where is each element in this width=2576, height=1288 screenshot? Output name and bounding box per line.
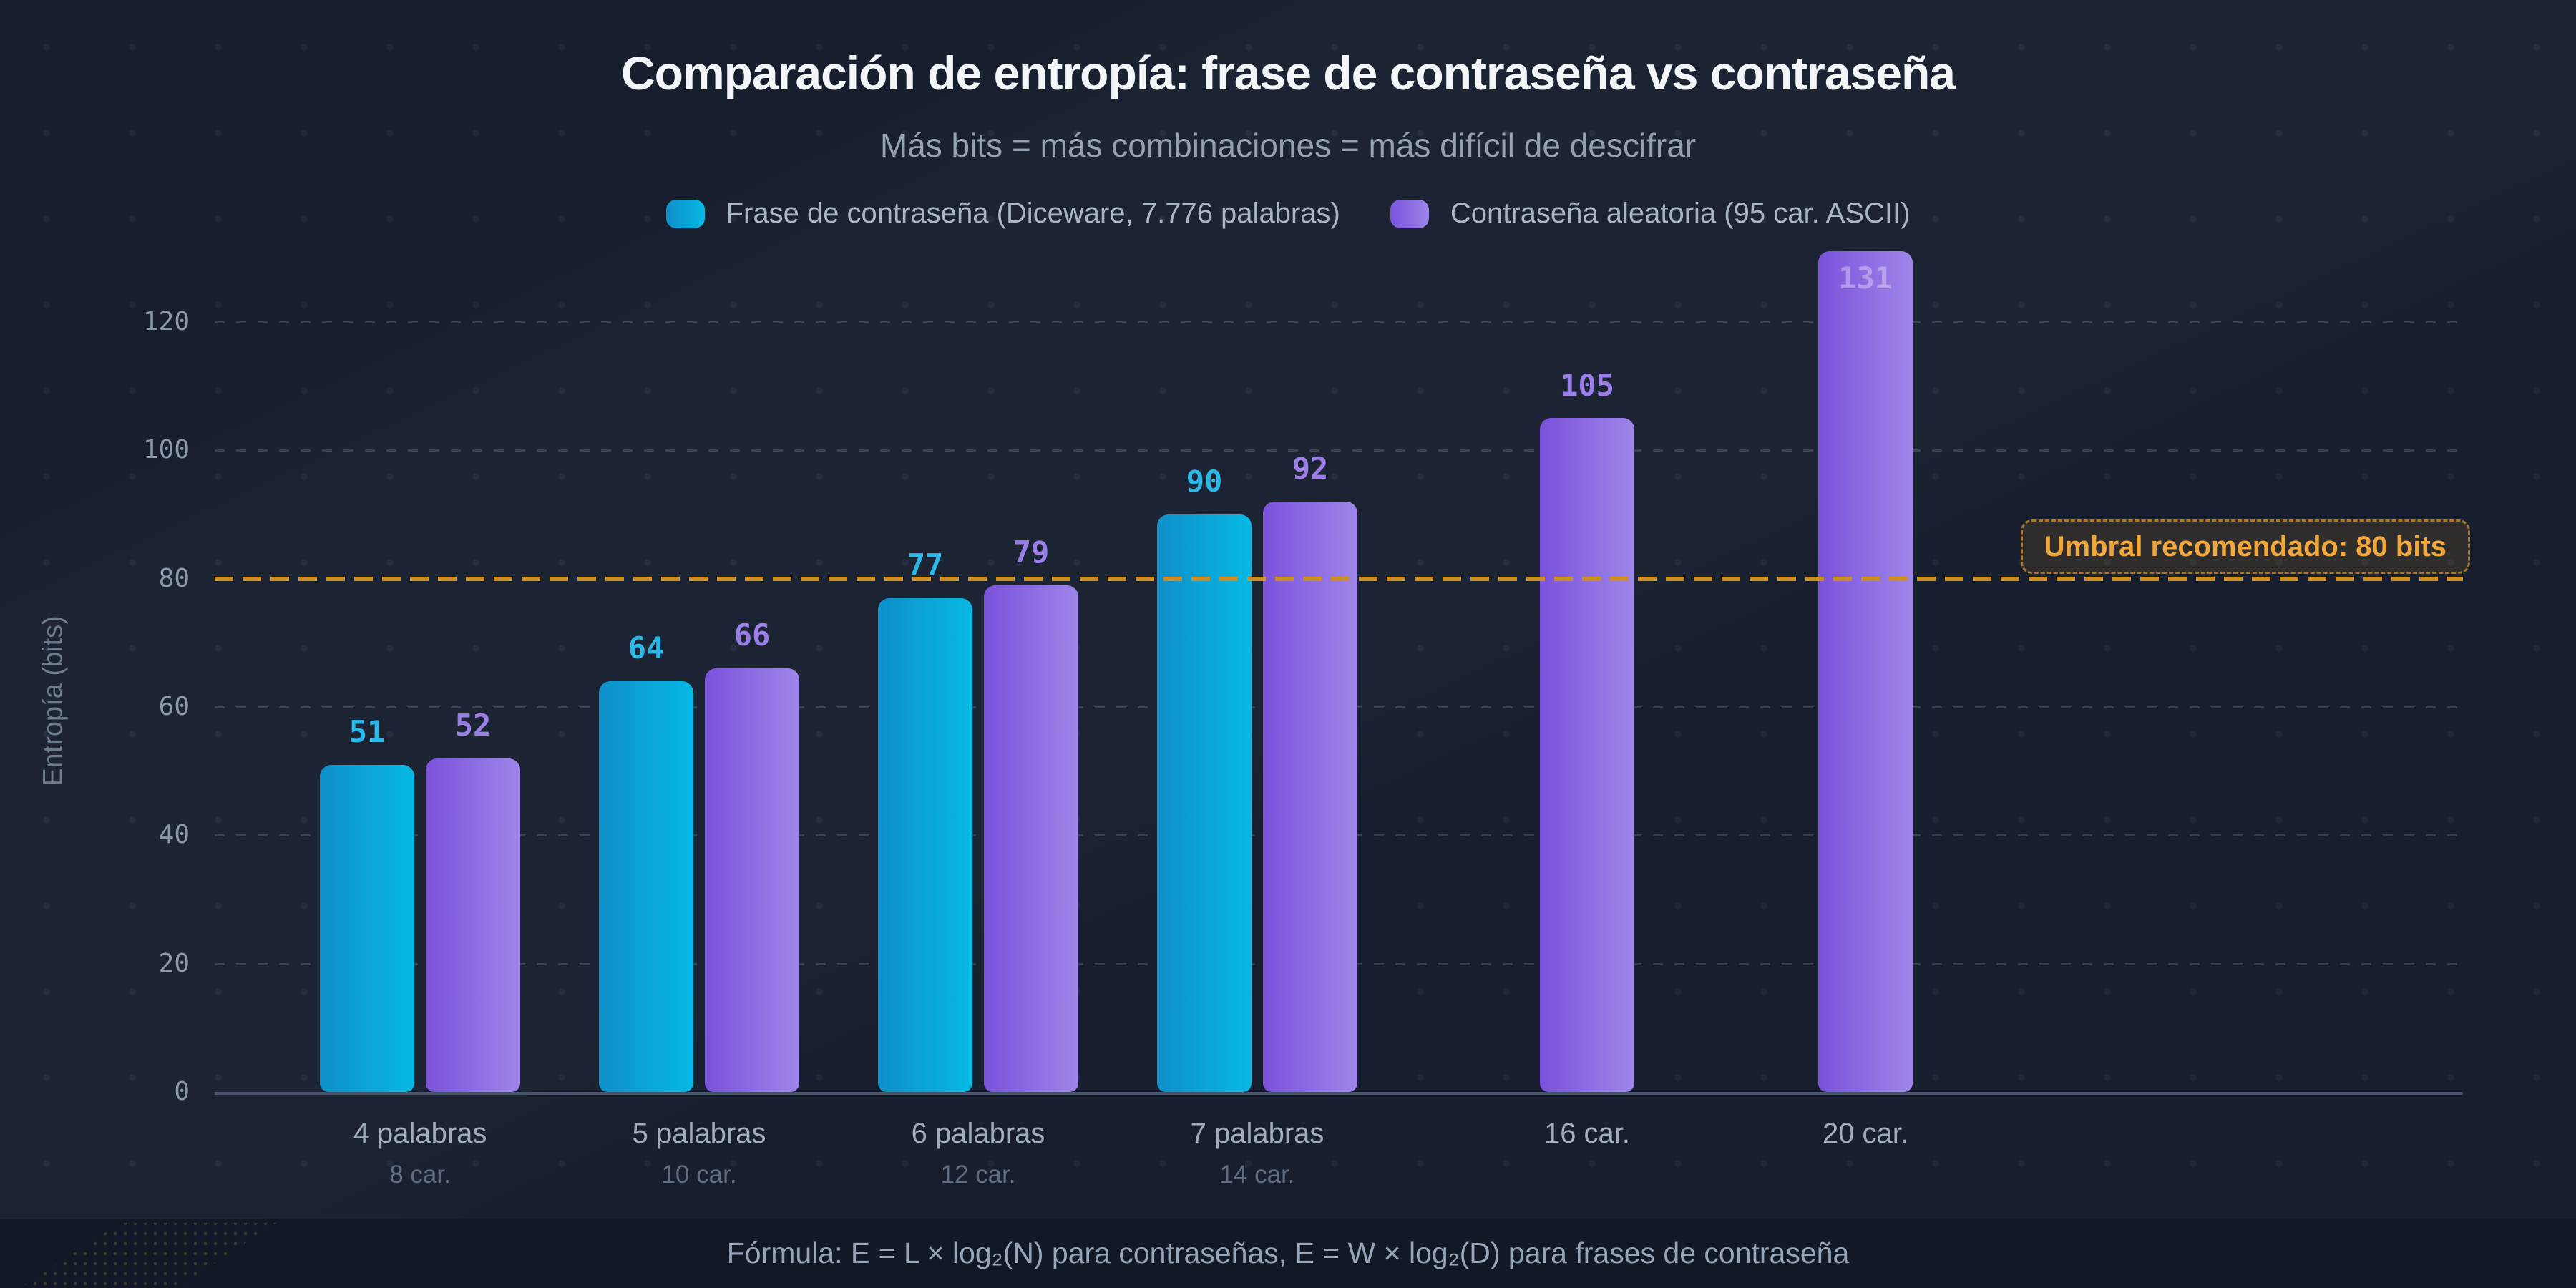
legend-swatch-passphrase-icon: [665, 199, 705, 228]
y-tick-label-40: 40: [158, 820, 190, 850]
bar-password-5: [1540, 418, 1634, 1092]
x-label-line2: 8 car.: [389, 1161, 451, 1189]
bar-value-label-passphrase-3: 77: [907, 547, 944, 582]
chart-title: Comparación de entropía: frase de contra…: [621, 47, 1956, 99]
x-category-label-4: 7 palabras 14 car.: [1078, 1116, 1436, 1191]
threshold-label: Umbral recomendado: 80 bits: [2020, 519, 2470, 574]
footer-formula: Fórmula: E = L × log₂(N) para contraseña…: [726, 1236, 1850, 1269]
bar-value-label-password-4: 92: [1292, 451, 1329, 487]
footer-band: Fórmula: E = L × log₂(N) para contraseña…: [0, 1219, 2576, 1288]
bar-password-4: [1263, 502, 1357, 1092]
x-label-line1: 4 palabras: [353, 1118, 487, 1149]
y-tick-label-20: 20: [158, 948, 190, 978]
y-tick-label-100: 100: [142, 435, 190, 465]
bar-passphrase-3: [878, 597, 972, 1092]
bar-value-label-password-2: 66: [733, 618, 771, 653]
bar-value-label-passphrase-4: 90: [1186, 464, 1223, 499]
x-category-label-2: 5 palabras 10 car.: [520, 1116, 878, 1191]
y-tick-label-0: 0: [174, 1077, 190, 1106]
x-category-label-1: 4 palabras 8 car.: [241, 1116, 599, 1191]
legend-label-passphrase: Frase de contraseña (Diceware, 7.776 pal…: [726, 197, 1340, 229]
x-label-line1: 6 palabras: [911, 1118, 1045, 1149]
x-label-line2: 12 car.: [940, 1161, 1016, 1189]
axis-baseline: [215, 1092, 2463, 1095]
y-tick-label-120: 120: [142, 306, 190, 336]
y-tick-label-60: 60: [158, 691, 190, 721]
legend-item-passphrase: Frase de contraseña (Diceware, 7.776 pal…: [665, 197, 1340, 230]
legend-swatch-password-icon: [1390, 199, 1429, 228]
x-label-line2: 10 car.: [661, 1161, 737, 1189]
bar-value-label-password-3: 79: [1013, 534, 1050, 570]
x-category-label-3: 6 palabras 12 car.: [799, 1116, 1157, 1191]
x-label-line1: 20 car.: [1822, 1118, 1909, 1149]
legend: Frase de contraseña (Diceware, 7.776 pal…: [0, 197, 2576, 230]
legend-label-password: Contraseña aleatoria (95 car. ASCII): [1450, 197, 1911, 229]
bar-password-6: [1818, 251, 1913, 1092]
chart-header: Comparación de entropía: frase de contra…: [0, 46, 2576, 230]
legend-item-password: Contraseña aleatoria (95 car. ASCII): [1390, 197, 1911, 230]
gridline-100: [215, 449, 2463, 452]
bar-password-1: [426, 758, 520, 1092]
x-category-label-5: 16 car.: [1408, 1116, 1766, 1151]
y-tick-label-80: 80: [158, 563, 190, 593]
bar-value-label-password-6: 131: [1838, 260, 1893, 296]
chart-subtitle: Más bits = más combinaciones = más difíc…: [879, 127, 1697, 164]
threshold-line: [215, 576, 2463, 581]
bar-value-label-passphrase-1: 51: [348, 713, 386, 749]
bar-value-label-password-1: 52: [454, 707, 492, 743]
bar-value-label-passphrase-2: 64: [628, 630, 665, 666]
bar-passphrase-1: [320, 764, 414, 1092]
x-label-line1: 16 car.: [1543, 1118, 1631, 1149]
x-label-line1: 5 palabras: [632, 1118, 766, 1149]
bar-value-label-password-5: 105: [1560, 367, 1614, 403]
x-category-label-6: 20 car.: [1687, 1116, 2044, 1151]
bar-passphrase-2: [599, 681, 693, 1092]
x-label-line1: 7 palabras: [1190, 1118, 1324, 1149]
gridline-120: [215, 321, 2463, 323]
bar-password-3: [984, 585, 1078, 1092]
x-label-line2: 14 car.: [1219, 1161, 1295, 1189]
bar-passphrase-4: [1157, 514, 1252, 1092]
bar-password-2: [705, 668, 799, 1092]
